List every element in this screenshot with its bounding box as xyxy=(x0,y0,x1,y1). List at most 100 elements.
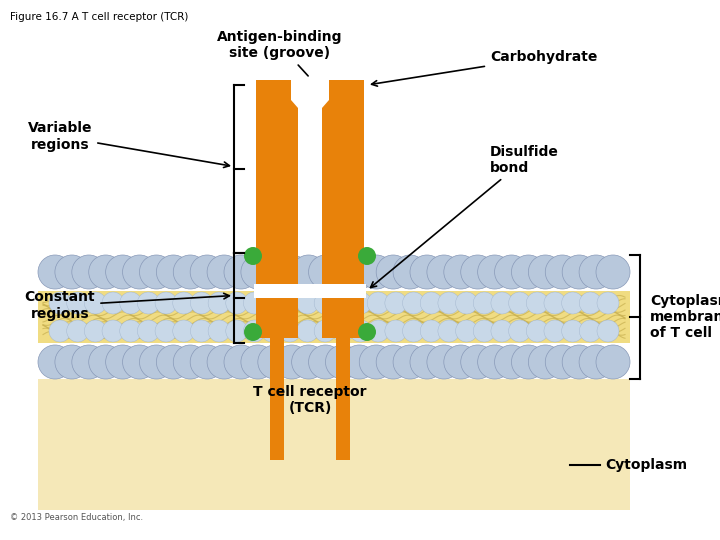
Circle shape xyxy=(438,320,460,342)
Bar xyxy=(270,338,284,460)
Circle shape xyxy=(67,320,89,342)
Circle shape xyxy=(402,320,425,342)
Circle shape xyxy=(410,345,444,379)
Circle shape xyxy=(155,320,177,342)
Text: Constant
regions: Constant regions xyxy=(24,291,230,321)
Circle shape xyxy=(358,247,376,265)
Circle shape xyxy=(156,345,190,379)
Circle shape xyxy=(155,292,177,314)
Circle shape xyxy=(120,320,142,342)
Circle shape xyxy=(309,345,343,379)
Circle shape xyxy=(120,292,142,314)
Circle shape xyxy=(562,320,584,342)
Circle shape xyxy=(393,345,427,379)
Circle shape xyxy=(343,345,377,379)
Circle shape xyxy=(562,345,596,379)
Circle shape xyxy=(427,345,461,379)
Circle shape xyxy=(138,292,159,314)
Circle shape xyxy=(55,345,89,379)
Circle shape xyxy=(596,255,630,289)
Circle shape xyxy=(67,292,89,314)
Circle shape xyxy=(89,255,122,289)
Circle shape xyxy=(473,292,495,314)
Text: © 2013 Pearson Education, Inc.: © 2013 Pearson Education, Inc. xyxy=(10,513,143,522)
Circle shape xyxy=(173,292,194,314)
Circle shape xyxy=(72,345,106,379)
Bar xyxy=(254,284,366,298)
Circle shape xyxy=(358,323,376,341)
Circle shape xyxy=(528,345,562,379)
Circle shape xyxy=(511,255,546,289)
Circle shape xyxy=(244,323,262,341)
Circle shape xyxy=(544,320,566,342)
Circle shape xyxy=(49,320,71,342)
Circle shape xyxy=(332,292,354,314)
Circle shape xyxy=(597,320,619,342)
Circle shape xyxy=(243,320,266,342)
Bar xyxy=(336,338,350,460)
Circle shape xyxy=(456,292,477,314)
Polygon shape xyxy=(322,80,364,253)
Circle shape xyxy=(174,255,207,289)
Circle shape xyxy=(173,320,194,342)
Circle shape xyxy=(461,255,495,289)
Circle shape xyxy=(156,255,190,289)
Circle shape xyxy=(444,255,478,289)
Circle shape xyxy=(461,345,495,379)
Circle shape xyxy=(427,255,461,289)
Circle shape xyxy=(526,292,549,314)
Circle shape xyxy=(261,292,283,314)
Circle shape xyxy=(122,255,156,289)
Circle shape xyxy=(292,255,325,289)
Circle shape xyxy=(562,255,596,289)
Circle shape xyxy=(376,255,410,289)
Circle shape xyxy=(580,292,601,314)
Circle shape xyxy=(140,345,174,379)
Circle shape xyxy=(140,255,174,289)
Circle shape xyxy=(410,255,444,289)
Circle shape xyxy=(376,345,410,379)
Circle shape xyxy=(367,320,390,342)
Circle shape xyxy=(393,255,427,289)
Circle shape xyxy=(261,320,283,342)
Circle shape xyxy=(106,345,140,379)
Circle shape xyxy=(106,255,140,289)
Circle shape xyxy=(292,345,325,379)
Circle shape xyxy=(174,345,207,379)
Circle shape xyxy=(545,255,580,289)
Circle shape xyxy=(508,320,531,342)
Text: T cell receptor
(TCR): T cell receptor (TCR) xyxy=(253,385,366,415)
Circle shape xyxy=(55,255,89,289)
Circle shape xyxy=(244,247,262,265)
Circle shape xyxy=(102,320,124,342)
Circle shape xyxy=(243,292,266,314)
Circle shape xyxy=(545,345,580,379)
Circle shape xyxy=(508,292,531,314)
Circle shape xyxy=(349,320,372,342)
Circle shape xyxy=(84,292,107,314)
Circle shape xyxy=(279,292,301,314)
Circle shape xyxy=(526,320,549,342)
Circle shape xyxy=(297,320,318,342)
Circle shape xyxy=(279,320,301,342)
Circle shape xyxy=(367,292,390,314)
Circle shape xyxy=(444,345,478,379)
Circle shape xyxy=(241,255,275,289)
Text: Variable
regions: Variable regions xyxy=(28,122,230,167)
Circle shape xyxy=(275,345,309,379)
Circle shape xyxy=(190,292,212,314)
Text: Cytoplasmic
membrane
of T cell: Cytoplasmic membrane of T cell xyxy=(650,294,720,340)
Circle shape xyxy=(495,255,528,289)
Circle shape xyxy=(325,255,359,289)
Circle shape xyxy=(385,292,407,314)
Circle shape xyxy=(207,345,241,379)
Circle shape xyxy=(477,255,512,289)
Circle shape xyxy=(190,255,224,289)
Circle shape xyxy=(579,345,613,379)
Circle shape xyxy=(38,255,72,289)
Circle shape xyxy=(349,292,372,314)
Circle shape xyxy=(102,292,124,314)
Circle shape xyxy=(297,292,318,314)
Circle shape xyxy=(224,255,258,289)
Circle shape xyxy=(579,255,613,289)
